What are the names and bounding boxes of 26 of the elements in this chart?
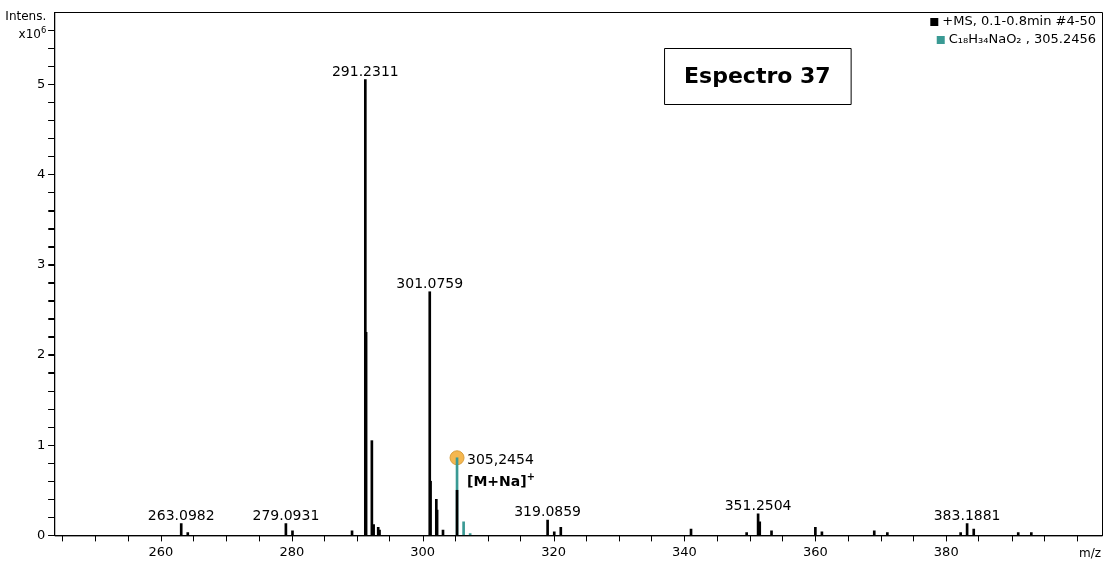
text: Espectro 37 [684,62,831,88]
annotation: [M+Na]+ [467,471,535,489]
legend-label: C₁₈H₃₄NaO₂ , 305.2456 [948,31,1097,47]
x-tick-label: 260 [148,543,174,559]
y-tick-label: 1 [36,436,46,452]
y-tick-label: 3 [36,256,46,272]
annotation: 279.0931 [252,506,320,523]
annotation: 305,2454 [467,450,534,467]
x-tick-label: 280 [279,543,305,559]
x-axis-title: m/z [1078,546,1102,561]
y-tick-label: 0 [36,526,46,542]
y-tick-label: 5 [36,75,46,91]
annotation: 301.0759 [396,274,464,291]
y-tick-label: 2 [36,346,46,362]
x-tick-label: 360 [802,543,828,559]
annotation: 351.2504 [724,496,792,513]
x-tick-label: 300 [410,543,436,559]
annotation: 383.1881 [933,506,1001,523]
x-tick-label: 320 [541,543,567,559]
annotation: 291.2311 [331,62,399,79]
annotation: 263.0982 [147,506,215,523]
x-tick-label: 380 [933,543,959,559]
annotation: 319.0859 [514,503,582,520]
y-tick-label: 4 [36,165,46,181]
x-tick-label: 340 [672,543,697,559]
legend-label: +MS, 0.1-0.8min #4-50 [942,13,1097,29]
